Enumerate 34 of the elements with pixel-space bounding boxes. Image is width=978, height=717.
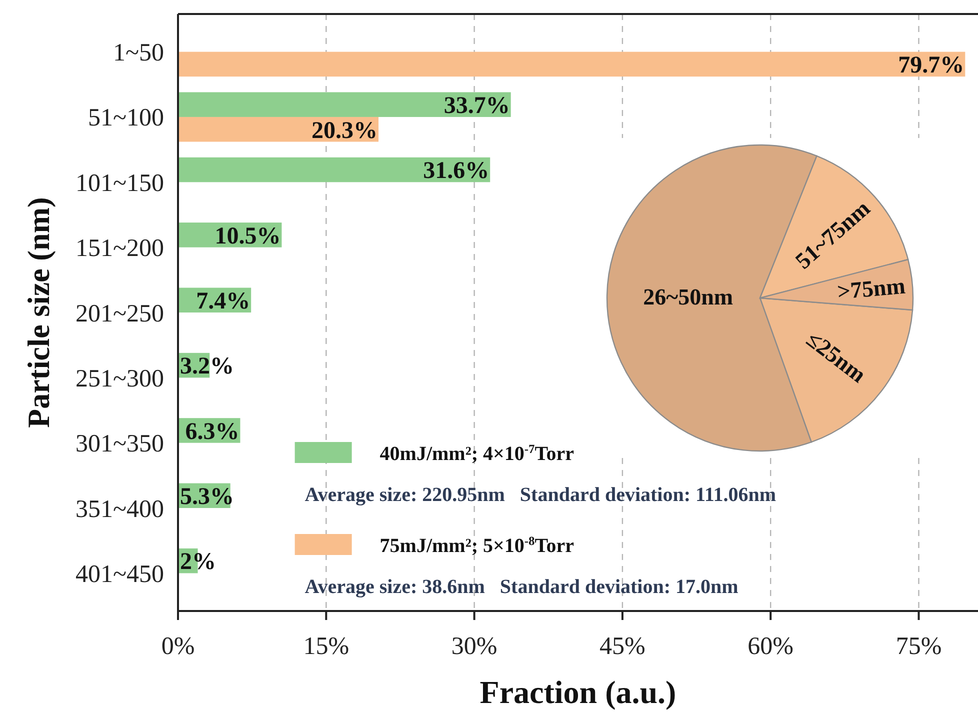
annotation: Average size: 38.6nm Standard deviation: 17.0nm — [304, 576, 739, 598]
y-tick-label: 401~450 — [75, 560, 164, 588]
data-label: 7.4% — [196, 288, 250, 315]
y-tick-label: 51~100 — [88, 104, 164, 132]
x-tick-label: 30% — [451, 633, 498, 660]
y-tick-label: 251~300 — [75, 365, 164, 392]
data-label: 6.3% — [185, 418, 240, 445]
data-label: 33.7% — [444, 92, 510, 119]
bar — [178, 92, 511, 117]
y-tick-label: 1~50 — [112, 40, 164, 67]
legend-label: 40mJ/mm²; 4×10$^{-7}$Torr — [380, 442, 574, 465]
data-label: 20.3% — [311, 118, 378, 144]
x-tick-label: 0% — [161, 633, 195, 660]
data-label: 79.7% — [898, 52, 964, 79]
data-label: 31.6% — [423, 158, 490, 184]
data-label: 2% — [180, 549, 216, 576]
y-axis-title: Particle size (nm) — [20, 197, 56, 428]
data-label: 10.5% — [214, 223, 281, 250]
x-axis-title: Fraction (a.u.) — [480, 674, 676, 710]
annotation: Average size: 220.95nm Standard deviation: 111.06nm — [304, 484, 776, 506]
slice-label: >75nm — [836, 273, 906, 304]
x-tick-label: 60% — [748, 633, 794, 660]
x-tick-label: 15% — [303, 633, 350, 660]
bar — [178, 52, 966, 77]
bar — [178, 157, 490, 182]
x-tick-label: 45% — [600, 633, 646, 660]
slice-label: 26~50nm — [643, 284, 734, 310]
y-tick-label: 201~250 — [75, 300, 164, 328]
legend-label: 75mJ/mm²; 5×10$^{-8}$Torr — [380, 534, 574, 557]
y-tick-label: 301~350 — [75, 430, 164, 458]
x-tick-label: 75% — [896, 633, 942, 660]
y-tick-label: 101~150 — [75, 170, 164, 197]
y-tick-label: 151~200 — [75, 235, 164, 262]
y-tick-label: 351~400 — [75, 496, 164, 523]
